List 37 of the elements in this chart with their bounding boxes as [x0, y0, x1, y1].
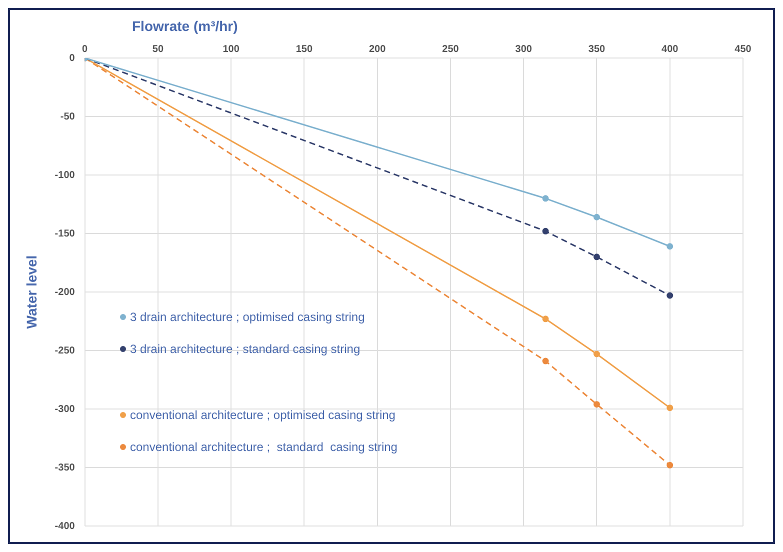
y-tick-label: -100	[54, 170, 76, 181]
x-tick-label: 250	[442, 44, 460, 55]
y-tick-label: -400	[54, 520, 76, 532]
y-tick-label: -50	[60, 111, 76, 122]
x-axis-title: Flowrate (m³/hr)	[132, 18, 238, 34]
point	[593, 214, 600, 220]
point	[593, 350, 600, 358]
point	[666, 404, 674, 412]
point	[666, 462, 674, 468]
y-axis-title: Water level	[23, 255, 40, 329]
x-tick-label: 400	[662, 44, 679, 55]
y-tick-label: -350	[54, 462, 76, 474]
legend-label: 3 drain architecture ; optimised casing string	[130, 310, 365, 324]
legend-label: conventional architecture ; standard casing string	[130, 440, 398, 454]
y-tick-label: -200	[54, 286, 76, 298]
point	[542, 316, 549, 322]
point	[542, 358, 549, 364]
point	[593, 401, 600, 408]
y-tick-label: -150	[54, 228, 76, 240]
x-tick-label: 200	[369, 44, 386, 55]
point	[666, 243, 674, 250]
legend-label: 3 drain architecture ; standard casing string	[130, 342, 360, 356]
point	[593, 254, 600, 260]
point	[666, 292, 674, 299]
x-tick-label: 0	[82, 44, 88, 55]
y-tick-label: 0	[69, 52, 76, 64]
x-tick-label: 100	[222, 44, 240, 55]
point	[542, 228, 549, 234]
y-tick-label: -300	[54, 404, 76, 415]
x-tick-label: 300	[515, 44, 532, 55]
legend-label: conventional architecture ; optimised casing string	[130, 408, 396, 422]
point	[542, 195, 549, 202]
x-tick-label: 50	[152, 44, 164, 55]
x-tick-label: 350	[588, 44, 606, 55]
x-tick-label: 450	[734, 44, 752, 55]
y-tick-label: -250	[54, 345, 76, 356]
x-tick-label: 150	[296, 44, 313, 55]
